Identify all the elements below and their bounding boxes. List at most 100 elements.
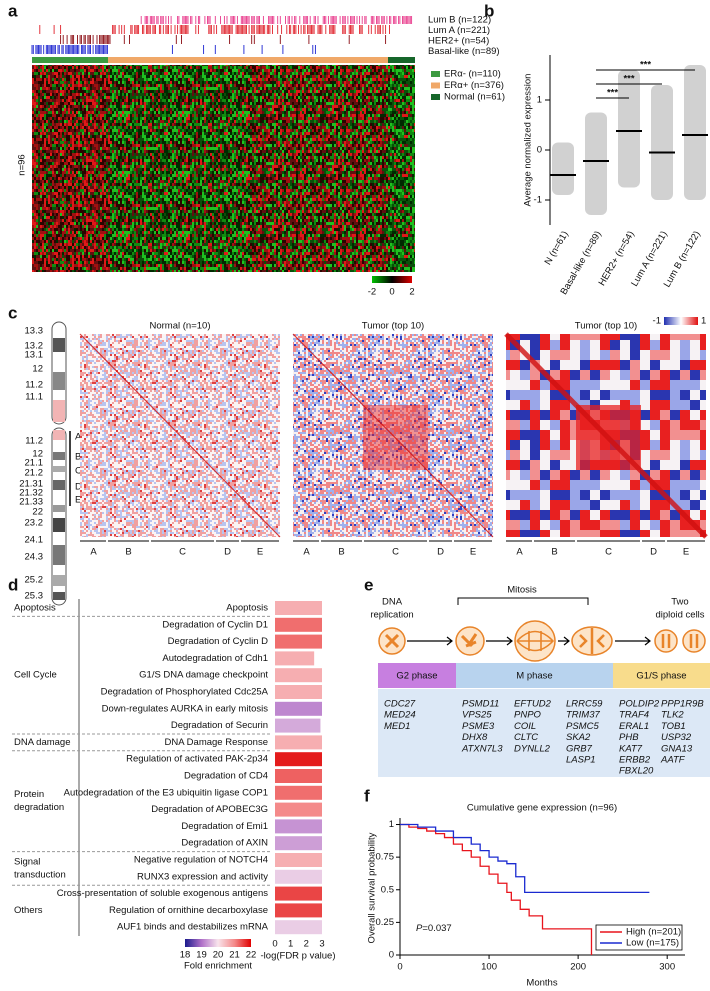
row-label: n=96 <box>17 154 28 175</box>
region-label: E <box>683 547 689 558</box>
diagonal <box>504 332 708 539</box>
gene-label: PPP1R9B <box>661 699 704 710</box>
band-label: 21.2 <box>25 468 44 479</box>
x-tick-label: 0 <box>272 939 277 950</box>
pathway-label: Down-regulates AURKA in early mitosis <box>102 703 269 714</box>
colorbar-tick: -2 <box>368 287 376 298</box>
chromosome-band <box>53 430 65 440</box>
y-tick-label: -1 <box>534 195 542 206</box>
band-label: 21.31 <box>19 479 43 490</box>
region-label: A <box>90 547 97 558</box>
colorbar <box>372 276 412 283</box>
colorbar-tick: 18 <box>180 950 191 961</box>
band-label: 12 <box>32 449 43 460</box>
bar <box>275 802 322 817</box>
pathway-label: Regulation of activated PAK-2p34 <box>126 754 268 765</box>
map-title: Tumor (top 10) <box>362 321 424 332</box>
y-tick-label: 0 <box>537 145 542 156</box>
panel-label: a <box>8 1 18 20</box>
mitosis-label: Mitosis <box>507 585 537 596</box>
band-label: 23.2 <box>25 518 44 529</box>
gene-label: DHX8 <box>462 732 488 743</box>
band-label: 21.1 <box>25 458 44 469</box>
gene-label: GRB7 <box>566 743 593 754</box>
panel-label: f <box>364 786 370 805</box>
y-tick-label: 0.25 <box>376 917 395 928</box>
panel-label: d <box>8 575 18 594</box>
band-label: 13.2 <box>25 341 44 352</box>
dot-cloud <box>651 85 673 200</box>
region-label: D <box>437 547 444 558</box>
chromosome-band <box>53 592 65 600</box>
band-label: 11.2 <box>25 436 43 447</box>
group-label: transduction <box>14 869 66 880</box>
gene-label: FBXL20 <box>619 766 654 777</box>
region-label: A <box>75 432 82 443</box>
colorbar-tick: -1 <box>653 316 661 327</box>
stage-label: diploid cells <box>655 610 704 621</box>
gene-label: PHB <box>619 732 639 743</box>
region-label: B <box>551 547 557 558</box>
gene-label: CDC27 <box>384 699 416 710</box>
bar <box>275 752 322 767</box>
pathway-label: Autodegradation of Cdh1 <box>162 653 268 664</box>
legend-label: High (n=201) <box>626 927 681 938</box>
band-label: 12 <box>32 364 43 375</box>
pathway-label: AUF1 binds and destabilizes mRNA <box>117 922 269 933</box>
legend-box <box>595 924 683 951</box>
survival-curve <box>400 823 593 955</box>
chromosome-band <box>53 505 65 512</box>
pathway-label: Degradation of Emi1 <box>181 821 268 832</box>
y-axis-label: Average normalized expression <box>523 74 534 207</box>
group-label: Apoptosis <box>14 603 56 614</box>
x-tick-label: Lum B (n=122) <box>662 229 703 289</box>
map-title: Tumor (top 10) <box>575 321 637 332</box>
heatmap <box>110 65 250 272</box>
y-tick-label: 1 <box>389 819 394 830</box>
region-label: A <box>303 547 310 558</box>
gene-label: PSME3 <box>462 721 495 732</box>
gene-label: ATXN7L3 <box>461 743 503 754</box>
dot-cloud <box>618 70 640 188</box>
group-label: DNA damage <box>14 737 71 748</box>
phase-label: M phase <box>516 671 552 682</box>
band-label: 11.1 <box>25 392 43 403</box>
pathway-label: Degradation of Cyclin D <box>168 636 268 647</box>
chromosome-band <box>53 545 65 565</box>
region-label: E <box>470 547 476 558</box>
bar <box>275 634 322 649</box>
x-axis-label: -log(FDR p value) <box>261 951 336 962</box>
colorbar-tick: 2 <box>409 287 414 298</box>
gene-label: LRRC59 <box>566 699 603 710</box>
colorbar <box>664 317 698 325</box>
subtype-legend: Basal-like (n=89) <box>428 46 500 57</box>
colorbar-tick: 20 <box>213 950 224 961</box>
bar <box>275 769 322 783</box>
x-tick-label: 300 <box>659 962 675 973</box>
cell-icon <box>654 629 678 653</box>
region-label: C <box>605 547 612 558</box>
bar <box>275 903 322 918</box>
pathway-label: DNA Damage Response <box>165 737 269 748</box>
gene-label: ERAL1 <box>619 721 649 732</box>
y-axis-label: Overall survival probability <box>367 832 378 943</box>
group-label: Signal <box>14 856 40 867</box>
colorbar-label: Fold enrichment <box>184 961 252 972</box>
legend-label: Low (n=175) <box>626 938 679 949</box>
x-tick-label: 200 <box>570 962 586 973</box>
band-label: 25.3 <box>25 591 44 602</box>
chromosome-icon <box>460 633 478 648</box>
region-label: E <box>75 495 81 506</box>
dot-cloud <box>684 65 706 200</box>
pathway-label: G1/S DNA damage checkpoint <box>139 670 268 681</box>
chromosome-band <box>53 466 65 472</box>
bar <box>275 819 322 834</box>
gene-box <box>378 689 710 777</box>
bar <box>275 718 321 733</box>
er-legend-swatch <box>431 82 440 89</box>
band-label: 21.33 <box>19 497 43 508</box>
chromosome-icon <box>384 633 400 649</box>
bar <box>275 601 322 615</box>
x-axis-label: Months <box>526 978 557 989</box>
